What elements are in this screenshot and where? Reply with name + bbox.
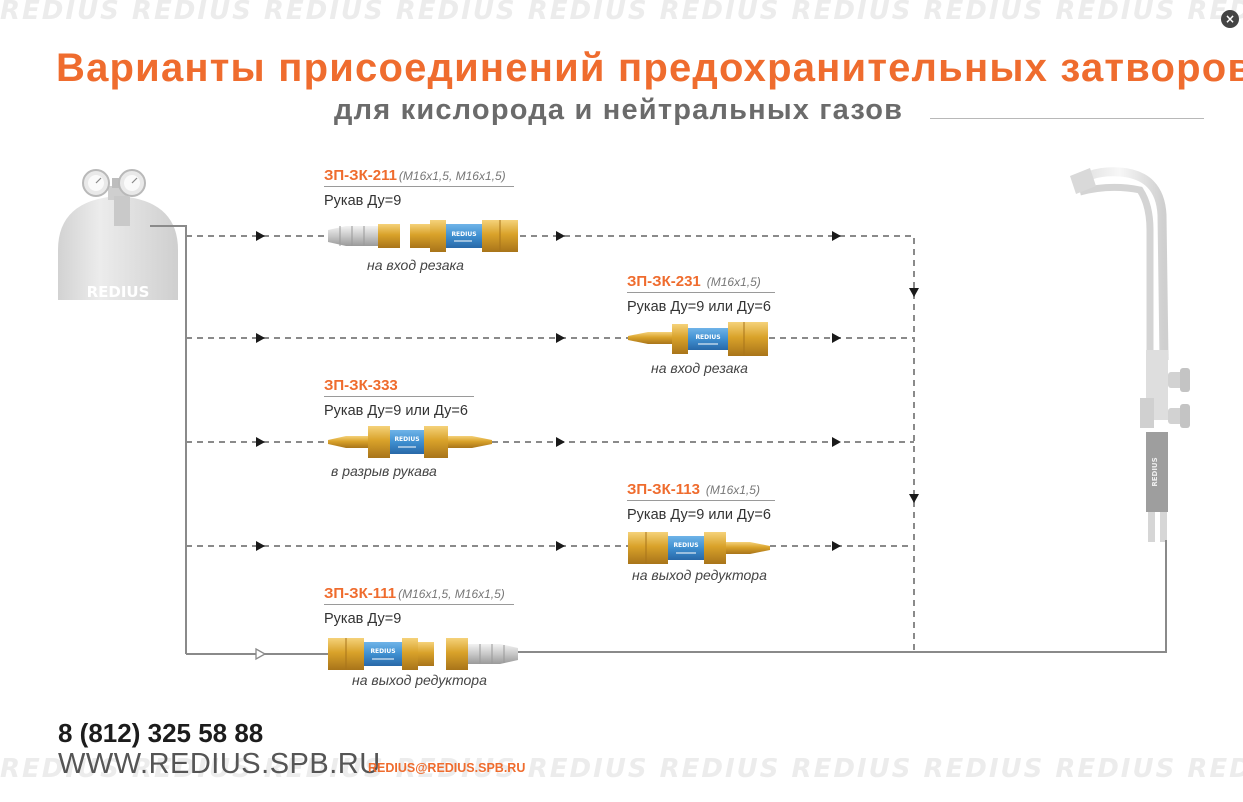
variant-rule	[627, 500, 775, 501]
variant-code: ЗП-ЗК-111 (М16х1,5, М16х1,5)	[324, 585, 505, 602]
valve-body-logo: REDIUS	[695, 334, 720, 341]
watermark-text: REDIUS REDIUS REDIUS REDIUS REDIUS REDIU…	[0, 0, 1243, 22]
page-title: Варианты присоединений предохранительных…	[56, 46, 1243, 90]
variant-hose: Рукав Ду=9 или Ду=6	[627, 507, 771, 523]
variant-hose: Рукав Ду=9	[324, 193, 402, 209]
valve-zp-zk-231: REDIUS	[628, 322, 768, 356]
watermark-text: REDIUS REDIUS REDIUS REDIUS REDIUS REDIU…	[0, 758, 1243, 780]
variant-hose: Рукав Ду=9	[324, 611, 402, 627]
variant-caption: на вход резака	[367, 257, 464, 273]
handle-logo: REDIUS	[1151, 457, 1159, 486]
valve-zp-zk-111: REDIUS	[328, 638, 518, 670]
variant-caption: на выход редуктора	[352, 672, 487, 688]
variant-code: ЗП-ЗК-231 (М16х1,5)	[627, 273, 761, 290]
watermark-bottom: REDIUS REDIUS REDIUS REDIUS REDIUS REDIU…	[0, 758, 1243, 780]
variant-hose: Рукав Ду=9 или Ду=6	[627, 299, 771, 315]
phone-number: 8 (812) 325 58 88	[58, 718, 264, 748]
valve-zp-zk-113: REDIUS	[628, 532, 770, 564]
website-link[interactable]: WWW.REDIUS.SPB.RU	[58, 748, 381, 780]
variant-rule	[324, 396, 474, 397]
email-link[interactable]: REDIUS@REDIUS.SPB.RU	[368, 761, 526, 775]
variant-caption: в разрыв рукава	[331, 463, 437, 479]
variant-code: ЗП-ЗК-333	[324, 377, 398, 394]
page-subtitle: для кислорода и нейтральных газов	[334, 94, 904, 126]
valve-zp-zk-211: REDIUS	[328, 220, 518, 252]
variant-rule	[627, 292, 775, 293]
valve-body-logo: REDIUS	[673, 542, 698, 549]
valve-body-logo: REDIUS	[370, 648, 395, 655]
variant-code: ЗП-ЗК-211 (М16х1,5, М16х1,5)	[324, 167, 506, 184]
variant-rule	[324, 604, 514, 605]
valve-body-logo: REDIUS	[394, 436, 419, 443]
variant-caption: на выход редуктора	[632, 567, 767, 583]
variant-rule	[324, 186, 514, 187]
watermark-top: REDIUS REDIUS REDIUS REDIUS REDIUS REDIU…	[0, 0, 1243, 22]
valve-body-logo: REDIUS	[451, 231, 476, 238]
cutting-torch: REDIUS	[1070, 167, 1190, 542]
variant-code: ЗП-ЗК-113 (М16х1,5)	[627, 481, 760, 498]
gas-cylinder: REDIUS	[58, 169, 178, 301]
close-icon[interactable]: ×	[1221, 10, 1239, 28]
variant-hose: Рукав Ду=9 или Ду=6	[324, 403, 468, 419]
subtitle-rule	[930, 118, 1204, 119]
valve-zp-zk-333: REDIUS	[328, 426, 492, 458]
cylinder-logo: REDIUS	[87, 283, 150, 301]
variant-caption: на вход резака	[651, 360, 748, 376]
flow-arrows	[255, 231, 919, 661]
